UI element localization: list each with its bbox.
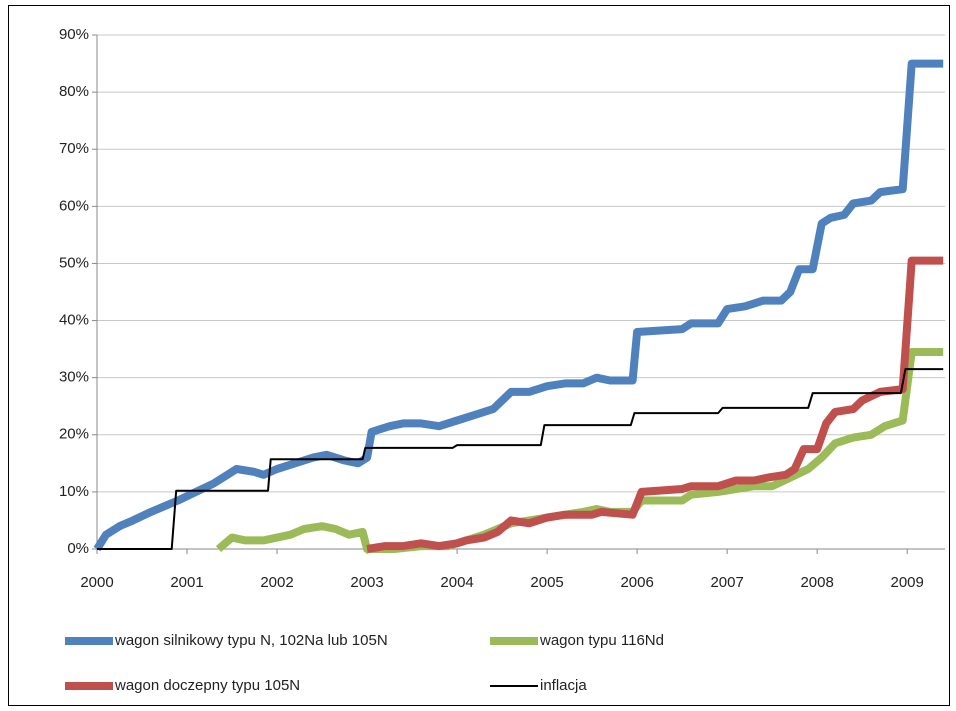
x-tick-label: 2006: [620, 574, 653, 591]
y-tick-label: 70%: [59, 140, 89, 157]
x-tick-label: 2003: [350, 574, 383, 591]
series-line: [93, 59, 944, 552]
legend-label: wagon doczepny typu 105N: [114, 677, 300, 694]
legend-label: inflacja: [540, 677, 587, 694]
x-tick-label: 2009: [891, 574, 924, 591]
y-tick-label: 10%: [59, 483, 89, 500]
y-tick-label: 60%: [59, 197, 89, 214]
x-tick-label: 2008: [800, 574, 833, 591]
series-line: [97, 368, 944, 550]
y-tick-label: 20%: [59, 426, 89, 443]
legend-label: wagon silnikowy typu N, 102Na lub 105N: [114, 632, 388, 649]
y-tick-label: 30%: [59, 369, 89, 386]
x-tick-label: 2004: [440, 574, 473, 591]
x-tick-label: 2005: [530, 574, 563, 591]
y-tick-label: 80%: [59, 83, 89, 100]
x-tick-label: 2001: [170, 574, 203, 591]
x-tick-label: 2002: [260, 574, 293, 591]
y-tick-label: 50%: [59, 254, 89, 271]
chart-border: [8, 5, 950, 706]
legend-label: wagon typu 116Nd: [539, 632, 664, 649]
x-tick-label: 2000: [80, 574, 113, 591]
y-tick-label: 0%: [67, 540, 89, 557]
y-tick-label: 90%: [59, 26, 89, 43]
series-line: [366, 256, 944, 553]
y-tick-label: 40%: [59, 312, 89, 329]
x-tick-label: 2007: [710, 574, 743, 591]
